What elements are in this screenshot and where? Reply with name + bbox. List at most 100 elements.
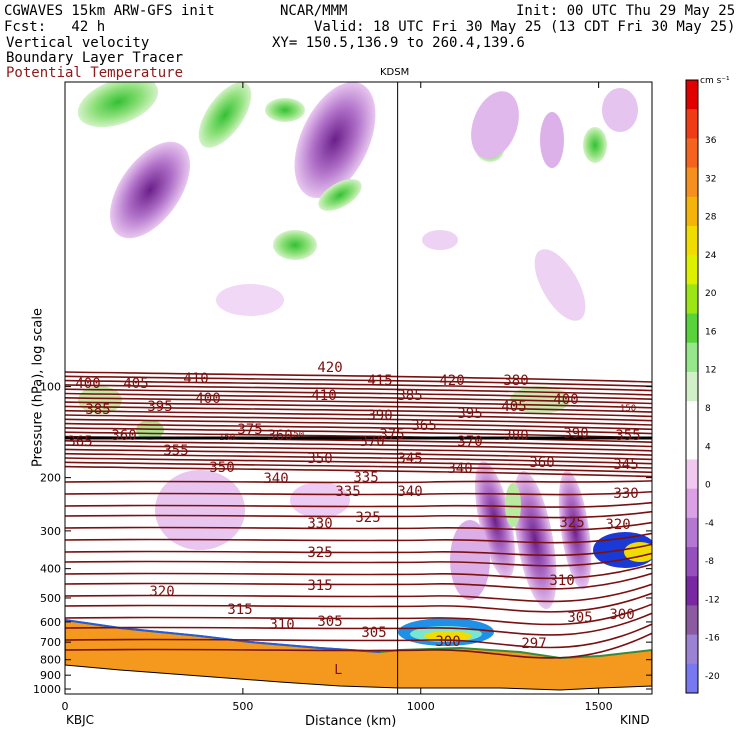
purple-downdraft: [602, 88, 638, 132]
theta-label: 150: [620, 404, 636, 414]
theta-label: 420: [439, 373, 464, 389]
theta-contour: [65, 501, 652, 508]
colorbar-label: 28: [705, 213, 717, 223]
theta-contour: [65, 392, 652, 405]
theta-label: 395: [457, 406, 482, 422]
theta-labels: 420 400 405 410 410 415 420 380 385 395 400 385 390 3…: [67, 360, 640, 678]
colorbar-swatch: [686, 284, 698, 315]
theta-contour: [65, 552, 652, 567]
colorbar-label: -8: [705, 557, 714, 567]
y-tick-label: 500: [40, 592, 61, 605]
x-axis-label: Distance (km): [305, 714, 397, 729]
theta-label: 335: [335, 484, 360, 500]
colorbar-label: -4: [705, 519, 714, 529]
theta-contour: [65, 543, 652, 557]
colorbar-label: -20: [705, 672, 720, 682]
colorbar-label: 32: [705, 174, 716, 184]
theta-contour: [65, 448, 652, 461]
vertical-velocity-shading: [65, 82, 652, 694]
theta-label: 380: [503, 428, 528, 444]
theta-label: 305: [567, 610, 592, 626]
theta-label: 360: [529, 455, 554, 471]
theta-contour: [65, 444, 652, 456]
colorbar-label: 12: [705, 366, 716, 376]
colorbar-label: -16: [705, 634, 720, 644]
colorbar-swatch: [686, 547, 698, 577]
convective-core: [624, 542, 652, 562]
theta-label: 300: [609, 607, 634, 623]
purple-downdraft: [110, 141, 190, 239]
theta-contour: [65, 422, 652, 435]
theta-label: 370: [359, 434, 384, 450]
station-right-label: KIND: [620, 713, 650, 727]
theta-contour: [65, 431, 652, 443]
colorbar-swatch: [686, 109, 698, 139]
theta-label: 390: [563, 426, 588, 442]
theta-contour: [65, 371, 652, 383]
field-potential-temperature: Potential Temperature: [6, 65, 184, 81]
theta-label: 355: [163, 443, 188, 459]
colorbar-label: -12: [705, 595, 720, 605]
theta-label: 405: [501, 399, 526, 415]
theta-contour: [65, 375, 652, 388]
field-vertical-velocity: Vertical velocity: [6, 35, 150, 51]
theta-label: 415: [367, 373, 392, 389]
station-mid-label: KDSM: [380, 67, 410, 78]
theta-label: 330: [307, 516, 332, 532]
colorbar-swatch: [686, 255, 698, 285]
theta-contour: [65, 465, 652, 478]
theta-contour: [65, 632, 652, 659]
theta-label: 300: [435, 634, 460, 650]
theta-label: 400: [195, 391, 220, 407]
theta-label: 400: [553, 392, 578, 408]
theta-contour: [65, 397, 652, 409]
green-updraft: [318, 179, 362, 211]
purple-downdraft: [471, 91, 519, 159]
station-left-label: KBJC: [66, 713, 95, 727]
theta-label: 150: [219, 433, 235, 443]
valid-time: Valid: 18 UTC Fri 30 May 25 (13 CDT Fri …: [314, 19, 736, 35]
y-tick-label: 200: [40, 472, 61, 485]
theta-label: 410: [183, 371, 208, 387]
theta-label: 305: [317, 614, 342, 630]
theta-contour: [65, 592, 652, 613]
colorbar-swatch: [686, 371, 698, 402]
theta-label: 420: [317, 360, 342, 376]
theta-label: 345: [613, 457, 638, 473]
colorbar-swatch: [686, 225, 698, 256]
green-updraft: [583, 127, 607, 163]
colorbar-label: 24: [705, 251, 717, 261]
theta-contour: [65, 388, 652, 400]
theta-label: 310: [269, 617, 294, 633]
theta-contour: [65, 521, 652, 531]
theta-contour: [65, 563, 652, 580]
theta-contour: [65, 510, 652, 519]
theta-contour: [65, 572, 652, 590]
theta-label: 325: [307, 545, 332, 561]
colorbar-swatch: [686, 313, 698, 344]
theta-contour: [65, 409, 652, 422]
colorbar-swatch: [686, 459, 698, 490]
y-tick-label: 600: [40, 616, 61, 629]
x-tick-label: 500: [232, 700, 253, 713]
purple-downdraft: [534, 249, 586, 321]
theta-label: 340: [263, 471, 288, 487]
theta-contour: [65, 384, 652, 396]
field-boundary-layer-tracer: Boundary Layer Tracer: [6, 50, 184, 66]
colorbar-swatch: [686, 138, 698, 169]
y-tick-label: 1000: [33, 683, 61, 696]
theta-label: 375: [379, 427, 404, 443]
colorbar-swatch: [686, 576, 698, 606]
center-label: NCAR/MMM: [280, 3, 348, 19]
theta-contour: [65, 612, 652, 636]
green-updraft: [265, 98, 305, 122]
theta-label: 375: [237, 422, 262, 438]
theta-label: 385: [85, 402, 110, 418]
potential-temperature-contours: [65, 371, 652, 659]
forecast-hour: Fcst: 42 h: [4, 19, 106, 35]
theta-label: 345: [397, 451, 422, 467]
theta-label: 320: [149, 584, 174, 600]
colorbar-swatch: [686, 196, 698, 227]
colorbar-label: 8: [705, 404, 711, 414]
purple-downdraft: [422, 230, 458, 250]
